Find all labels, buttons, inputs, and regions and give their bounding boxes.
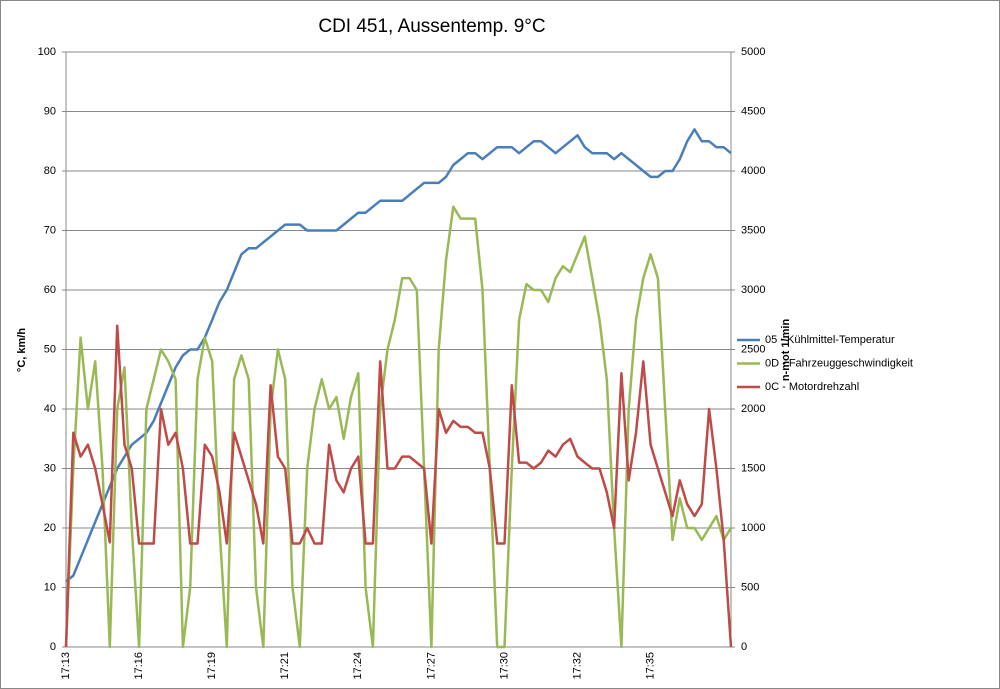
y2-tick-label: 500: [741, 581, 759, 593]
y-tick-label: 40: [44, 403, 56, 415]
series-line: [65, 128, 732, 583]
x-tick-label: 17:16: [133, 652, 145, 680]
series-line: [64, 324, 733, 648]
y-tick-label: 10: [44, 581, 56, 593]
x-tick-label: 17:19: [206, 652, 218, 680]
x-tick-label: 17:27: [425, 652, 437, 680]
y2-axis-label: n-mot 1/min: [780, 319, 792, 382]
x-tick-label: 17:13: [60, 652, 72, 680]
y-tick-label: 0: [50, 641, 56, 653]
y2-tick-label: 2500: [741, 343, 765, 355]
y-tick-label: 20: [44, 522, 56, 534]
legend-label: 0C - Motordrehzahl: [765, 381, 859, 393]
series-line: [64, 205, 733, 649]
chart-title: CDI 451, Aussentemp. 9°C: [318, 16, 545, 37]
y2-tick-label: 3000: [741, 284, 765, 296]
x-tick-label: 17:21: [279, 652, 291, 680]
x-tick-label: 17:30: [498, 652, 510, 680]
y-tick-label: 100: [38, 46, 56, 58]
y2-tick-label: 4000: [741, 165, 765, 177]
y2-tick-label: 1000: [741, 522, 765, 534]
y2-tick-label: 2000: [741, 403, 765, 415]
x-tick-label: 17:32: [571, 652, 583, 680]
y-tick-label: 80: [44, 165, 56, 177]
y2-tick-label: 4500: [741, 105, 765, 117]
y-tick-label: 60: [44, 284, 56, 296]
y2-tick-label: 3500: [741, 224, 765, 236]
y-tick-label: 90: [44, 105, 56, 117]
y2-tick-label: 1500: [741, 462, 765, 474]
y-tick-label: 70: [44, 224, 56, 236]
y-tick-label: 30: [44, 462, 56, 474]
legend-label: 05 - Kühlmittel-Temperatur: [765, 334, 895, 346]
legend-label: 0D - Fahrzeuggeschwindigkeit: [765, 357, 913, 369]
y2-tick-label: 5000: [741, 46, 765, 58]
x-tick-label: 17:24: [352, 652, 364, 680]
y-axis-label: °C, km/h: [16, 328, 28, 372]
y-tick-label: 50: [44, 343, 56, 355]
y2-tick-label: 0: [741, 641, 747, 653]
x-tick-label: 17:35: [645, 652, 657, 680]
